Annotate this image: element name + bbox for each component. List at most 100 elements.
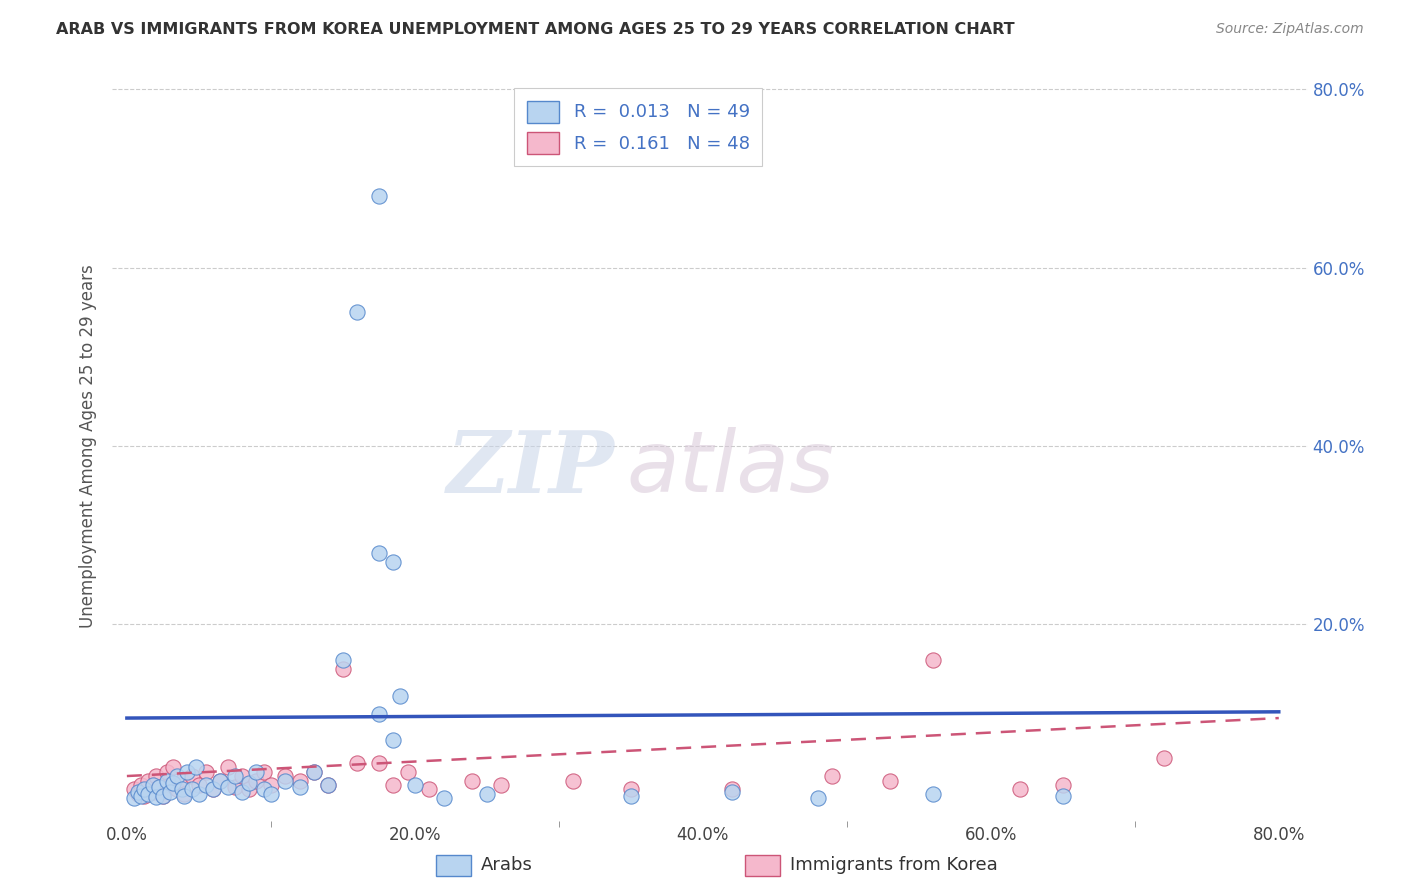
Point	[173, 789, 195, 803]
Point	[1153, 751, 1175, 765]
Point	[159, 778, 181, 792]
Point	[260, 787, 283, 801]
Point	[195, 764, 218, 779]
Point	[922, 653, 945, 667]
Point	[367, 756, 389, 770]
Point	[382, 778, 405, 792]
Point	[367, 546, 389, 560]
Point	[129, 778, 152, 792]
Point	[166, 782, 188, 797]
Point	[318, 778, 340, 792]
Point	[302, 764, 325, 779]
Point	[253, 782, 276, 797]
Point	[209, 773, 232, 788]
Point	[253, 764, 276, 779]
Point	[367, 706, 389, 721]
Point	[127, 787, 149, 801]
Point	[720, 785, 742, 799]
Point	[620, 782, 643, 797]
Point	[145, 769, 167, 783]
Text: ARAB VS IMMIGRANTS FROM KOREA UNEMPLOYMENT AMONG AGES 25 TO 29 YEARS CORRELATION: ARAB VS IMMIGRANTS FROM KOREA UNEMPLOYME…	[56, 22, 1015, 37]
Point	[217, 780, 239, 794]
Point	[156, 773, 179, 788]
Point	[202, 782, 225, 797]
Point	[224, 769, 246, 783]
Point	[238, 782, 260, 797]
Point	[332, 653, 354, 667]
Point	[389, 689, 412, 703]
Point	[156, 764, 179, 779]
Point	[195, 778, 218, 792]
Point	[170, 782, 193, 797]
Point	[187, 787, 209, 801]
Point	[475, 787, 498, 801]
Point	[162, 760, 184, 774]
Text: Arabs: Arabs	[481, 856, 533, 874]
Point	[159, 785, 181, 799]
Point	[134, 782, 156, 797]
Y-axis label: Unemployment Among Ages 25 to 29 years: Unemployment Among Ages 25 to 29 years	[79, 264, 97, 628]
Point	[138, 787, 160, 801]
Point	[180, 769, 202, 783]
Point	[288, 780, 311, 794]
Point	[184, 760, 207, 774]
Point	[260, 778, 283, 792]
Point	[274, 773, 297, 788]
Point	[346, 305, 368, 319]
Point	[170, 773, 193, 788]
Point	[346, 756, 368, 770]
Point	[231, 769, 253, 783]
Point	[332, 662, 354, 676]
Point	[302, 764, 325, 779]
Text: Source: ZipAtlas.com: Source: ZipAtlas.com	[1216, 22, 1364, 37]
Point	[245, 773, 267, 788]
Point	[562, 773, 585, 788]
Point	[176, 764, 198, 779]
FancyBboxPatch shape	[745, 855, 780, 876]
Point	[180, 782, 202, 797]
Point	[187, 778, 209, 792]
Text: Immigrants from Korea: Immigrants from Korea	[790, 856, 998, 874]
Point	[922, 787, 945, 801]
Point	[138, 773, 160, 788]
Point	[461, 773, 484, 788]
Point	[1052, 778, 1074, 792]
Point	[238, 776, 260, 790]
Legend: R =  0.013   N = 49, R =  0.161   N = 48: R = 0.013 N = 49, R = 0.161 N = 48	[515, 88, 762, 166]
Point	[245, 764, 267, 779]
Point	[418, 782, 440, 797]
Point	[148, 780, 170, 794]
Point	[166, 769, 188, 783]
Point	[148, 780, 170, 794]
Point	[209, 773, 232, 788]
Point	[142, 778, 165, 792]
Point	[122, 791, 145, 805]
Point	[1052, 789, 1074, 803]
Point	[162, 776, 184, 790]
Point	[127, 785, 149, 799]
Point	[382, 555, 405, 569]
Point	[288, 773, 311, 788]
Point	[129, 789, 152, 803]
FancyBboxPatch shape	[436, 855, 471, 876]
Point	[433, 791, 456, 805]
Point	[224, 780, 246, 794]
Point	[134, 789, 156, 803]
Point	[152, 789, 174, 803]
Point	[807, 791, 830, 805]
Point	[122, 782, 145, 797]
Point	[821, 769, 844, 783]
Point	[145, 790, 167, 805]
Point	[231, 785, 253, 799]
Point	[367, 189, 389, 203]
Point	[396, 764, 419, 779]
Point	[382, 733, 405, 747]
Point	[620, 789, 643, 803]
Point	[404, 778, 426, 792]
Text: atlas: atlas	[627, 427, 834, 510]
Text: ZIP: ZIP	[447, 426, 614, 510]
Point	[720, 782, 742, 797]
Point	[152, 789, 174, 803]
Point	[491, 778, 513, 792]
Point	[142, 785, 165, 799]
